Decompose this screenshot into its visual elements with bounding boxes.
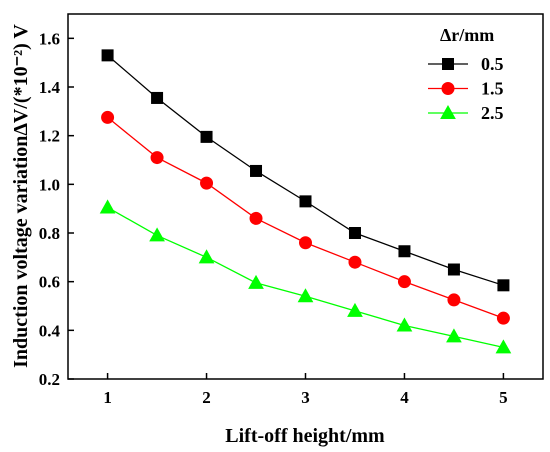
data-point — [297, 288, 314, 303]
series-layer — [99, 49, 512, 354]
data-point — [151, 91, 164, 104]
data-point — [397, 275, 411, 289]
y-tick-label: 1.6 — [39, 29, 60, 48]
data-point — [250, 164, 263, 177]
y-tick-label: 0.4 — [39, 321, 61, 340]
data-point — [99, 199, 116, 214]
data-point — [447, 263, 460, 276]
y-axis-title: Induction voltage variationΔV/(*10⁻²) V — [10, 24, 32, 368]
legend-item: 2.5 — [428, 103, 504, 123]
x-tick-label: 1 — [103, 388, 112, 407]
y-tick-label: 0.6 — [39, 273, 60, 292]
y-tick-label: 0.8 — [39, 224, 60, 243]
data-point — [447, 293, 461, 307]
series-line — [107, 206, 504, 349]
x-axis-title: Lift-off height/mm — [225, 425, 385, 447]
data-point — [249, 211, 263, 225]
y-tick-label: 1.4 — [39, 78, 61, 97]
legend-marker — [441, 82, 455, 95]
series-line — [107, 116, 504, 319]
data-point — [200, 130, 213, 143]
data-point — [149, 227, 165, 242]
y-tick-label: 1.2 — [39, 127, 60, 146]
legend-title: Δr/mm — [440, 25, 494, 45]
data-point — [496, 311, 510, 325]
data-point — [299, 195, 312, 208]
x-tick-label: 5 — [499, 388, 508, 407]
data-point — [248, 274, 264, 289]
y-tick-label: 1.0 — [39, 175, 60, 194]
x-tick-label: 3 — [301, 388, 310, 407]
legend: Δr/mm 0.5 1.5 2.5 — [428, 25, 504, 123]
data-point — [497, 279, 510, 292]
data-point — [101, 110, 115, 124]
data-point — [348, 255, 362, 269]
series-2.5 — [99, 199, 512, 354]
legend-label: 0.5 — [481, 54, 504, 74]
data-point — [348, 227, 361, 239]
y-tick-label: 0.2 — [39, 370, 60, 389]
data-point — [200, 176, 214, 190]
series-1.5 — [101, 110, 510, 325]
data-point — [446, 328, 462, 343]
legend-marker — [442, 58, 454, 70]
data-point — [398, 245, 411, 258]
legend-marker — [440, 104, 456, 119]
legend-item: 1.5 — [428, 79, 504, 99]
data-point — [347, 302, 363, 317]
data-point — [101, 49, 114, 62]
data-point — [299, 236, 312, 250]
data-point — [495, 339, 512, 354]
data-point — [150, 151, 164, 165]
x-tick-label: 4 — [400, 388, 409, 407]
legend-label: 2.5 — [481, 103, 504, 123]
legend-label: 1.5 — [481, 79, 504, 99]
series-0.5 — [101, 49, 510, 292]
axis-ticks: 1 2 3 4 5 0.2 0.4 0.6 0.8 1.0 1.2 1.4 1.6 — [39, 29, 508, 407]
data-point — [198, 249, 215, 264]
legend-item: 0.5 — [428, 54, 504, 74]
x-tick-label: 2 — [202, 388, 211, 407]
data-point — [396, 317, 413, 332]
